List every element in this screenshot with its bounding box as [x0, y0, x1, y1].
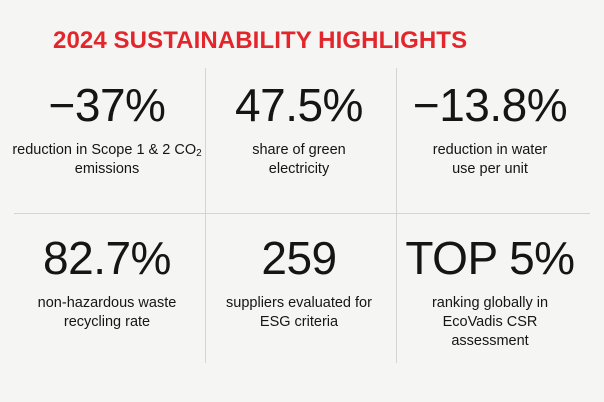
- metric-green-electricity: 47.5% share of green electricity: [204, 78, 394, 179]
- metric-value: −13.8%: [412, 79, 568, 131]
- metric-ecovadis-ranking: TOP 5% ranking globally in EcoVadis CSR …: [395, 231, 585, 351]
- metric-value: 47.5%: [235, 79, 363, 131]
- metric-waste-recycling: 82.7% non-hazardous waste recycling rate: [12, 231, 202, 332]
- metric-scope-emissions: −37% reduction in Scope 1 & 2 CO2 emissi…: [12, 78, 202, 179]
- metric-value: −37%: [48, 79, 166, 131]
- metric-water-use: −13.8% reduction in water use per unit: [395, 78, 585, 179]
- metric-description: non-hazardous waste recycling rate: [37, 295, 177, 330]
- row-divider: [14, 213, 590, 214]
- metric-value: 82.7%: [43, 232, 171, 284]
- column-divider-2: [396, 68, 397, 363]
- metric-value: 259: [261, 232, 337, 284]
- metric-description: ranking globally in EcoVadis CSR assessm…: [431, 295, 549, 349]
- metric-description: reduction in Scope 1 & 2 CO2 emissions: [12, 142, 202, 177]
- page-title: 2024 SUSTAINABILITY HIGHLIGHTS: [53, 27, 468, 54]
- metric-description: suppliers evaluated for ESG criteria: [226, 295, 372, 330]
- column-divider-1: [205, 68, 206, 363]
- metric-suppliers-evaluated: 259 suppliers evaluated for ESG criteria: [204, 231, 394, 332]
- metric-description: share of green electricity: [252, 142, 346, 177]
- metric-description: reduction in water use per unit: [432, 142, 548, 177]
- metric-value: TOP 5%: [405, 232, 575, 284]
